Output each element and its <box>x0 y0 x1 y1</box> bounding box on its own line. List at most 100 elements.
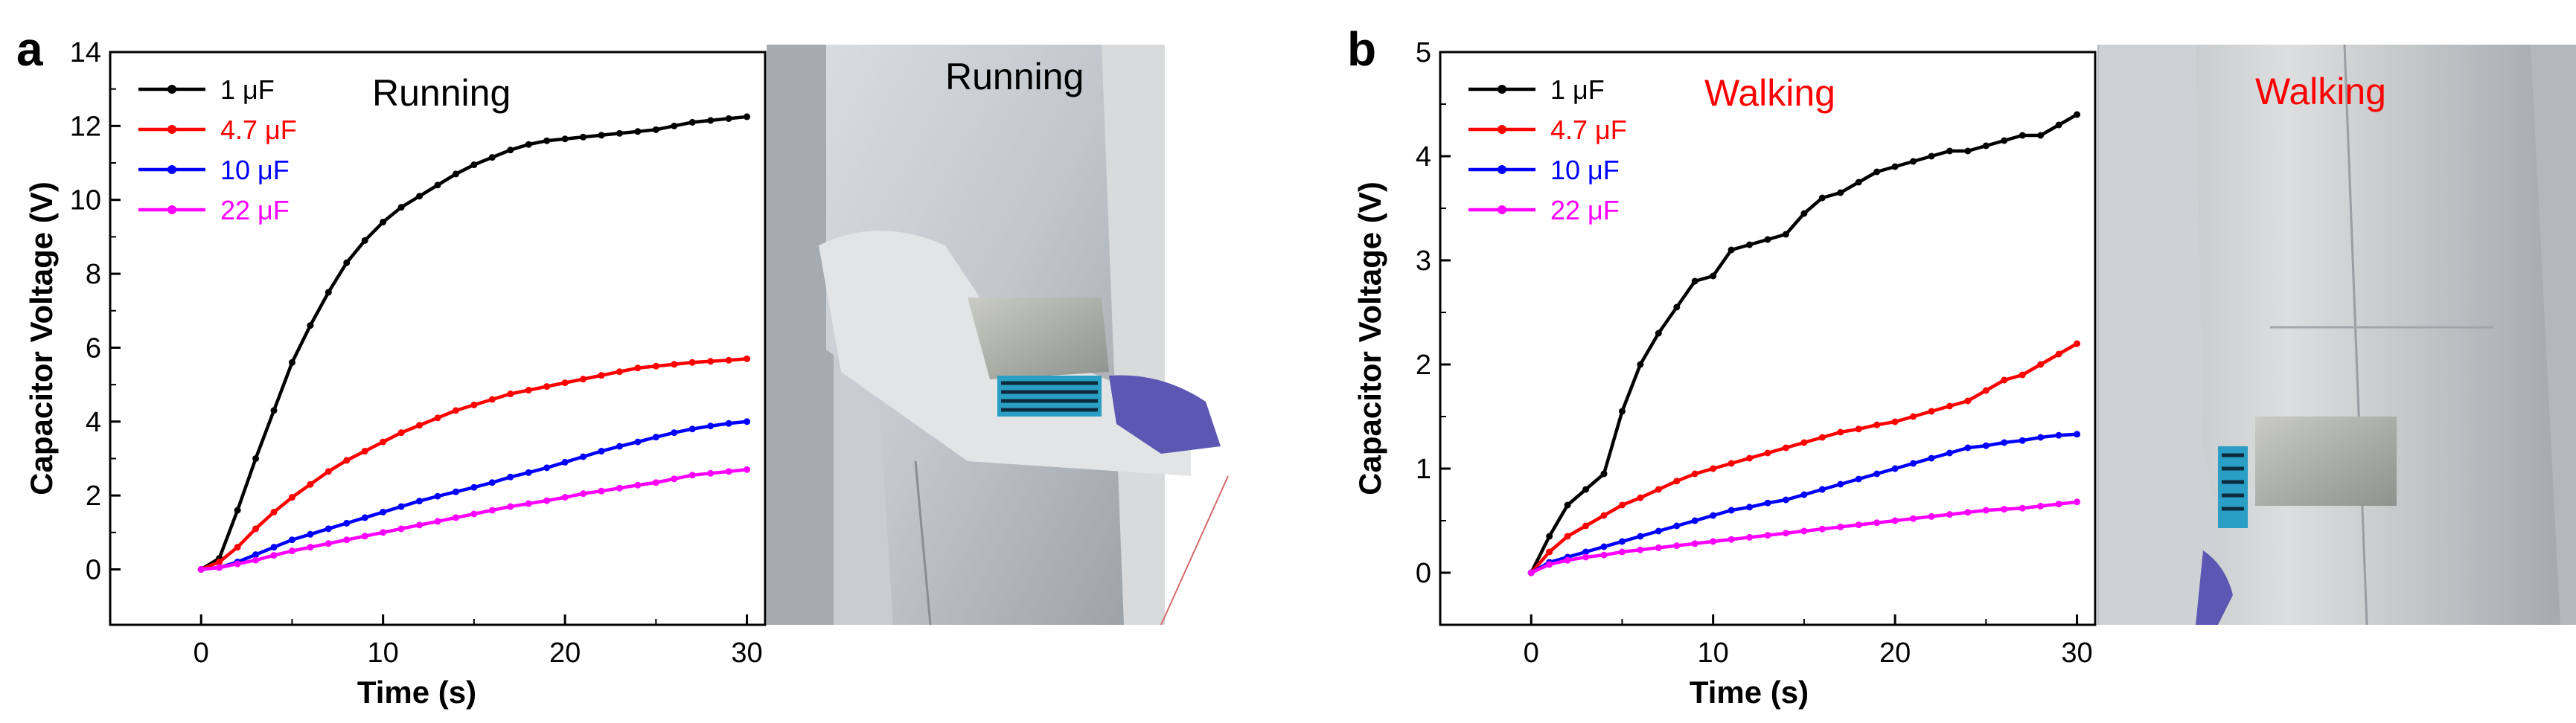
y-axis-title: Capacitor Voltage (V) <box>1352 181 1387 495</box>
data-point <box>343 259 351 266</box>
data-point <box>725 115 732 122</box>
data-point <box>380 219 387 226</box>
data-point <box>1710 512 1717 519</box>
data-point <box>325 540 332 547</box>
data-point <box>671 429 678 437</box>
data-point <box>525 500 532 507</box>
data-point <box>1746 454 1754 462</box>
data-point <box>270 508 278 515</box>
data-point <box>543 464 551 472</box>
data-point <box>1600 551 1608 559</box>
data-point <box>252 525 260 533</box>
legend-marker <box>167 125 176 134</box>
legend-label: 10 μF <box>1550 155 1620 185</box>
data-point <box>361 533 368 540</box>
data-point <box>452 514 459 521</box>
y-tick-label: 2 <box>1416 350 1431 381</box>
y-tick-label: 0 <box>1416 558 1431 589</box>
data-point <box>507 473 514 481</box>
data-point <box>616 484 623 492</box>
series-line <box>200 420 747 571</box>
data-point <box>361 237 368 244</box>
data-point <box>1564 501 1571 509</box>
data-point <box>380 529 387 536</box>
data-point <box>1946 511 1953 518</box>
y-axis-title: Capacitor Voltage (V) <box>24 181 59 495</box>
data-point <box>688 359 696 366</box>
data-point <box>1818 194 1826 202</box>
data-point <box>1964 509 1972 516</box>
data-point <box>525 387 532 394</box>
data-point <box>598 372 605 379</box>
data-point <box>1637 494 1644 501</box>
data-point <box>1800 210 1808 217</box>
data-point <box>434 518 441 525</box>
data-point <box>1982 142 1989 150</box>
legend-label: 4.7 μF <box>1550 115 1627 145</box>
panel-a: a 0 2 4 6 8 10 12 14 0 10 20 30 1 μF 4.7 μF 10 μF 22 … <box>16 22 1229 710</box>
data-point <box>288 359 295 366</box>
data-point <box>671 122 678 129</box>
panel-letter: b <box>1347 22 1376 76</box>
data-point <box>288 536 295 544</box>
y-tick-label: 8 <box>86 259 101 290</box>
data-point <box>288 547 295 555</box>
panel-b: b 0 1 2 3 4 5 0 10 20 30 1 μF 4.7 μF 10 μF 22 μF Wa… <box>1347 22 2576 710</box>
data-point <box>2037 434 2045 441</box>
data-point <box>2001 376 2008 384</box>
series-line <box>1530 342 2078 574</box>
photo-label: Running <box>945 56 1084 97</box>
data-point <box>1855 179 1862 186</box>
data-point <box>1710 538 1717 545</box>
data-point <box>307 322 314 330</box>
data-point <box>2055 121 2062 129</box>
data-point <box>470 483 478 491</box>
x-tick-label: 0 <box>1524 637 1539 669</box>
data-point <box>1673 478 1681 485</box>
data-point <box>416 193 424 200</box>
data-point <box>543 137 551 144</box>
data-point <box>652 434 659 441</box>
data-point <box>634 364 642 372</box>
data-point <box>744 355 751 362</box>
data-point <box>1782 444 1789 452</box>
data-point <box>452 488 459 495</box>
data-point <box>252 556 260 564</box>
data-point <box>1582 548 1590 556</box>
data-point <box>1764 499 1771 507</box>
data-point <box>2019 437 2026 444</box>
x-axis-title: Time (s) <box>1690 675 1809 710</box>
data-point <box>707 358 715 365</box>
y-tick-label: 10 <box>70 185 101 216</box>
data-point <box>1964 147 1972 155</box>
data-point <box>2001 439 2008 446</box>
data-point <box>1710 465 1717 472</box>
data-point <box>216 564 223 571</box>
data-point <box>470 510 478 518</box>
data-point <box>1564 533 1571 540</box>
x-tick-label: 30 <box>731 637 762 669</box>
x-tick-label: 30 <box>2061 637 2092 669</box>
data-point <box>1964 444 1972 452</box>
data-point <box>1728 507 1735 514</box>
data-point <box>325 289 332 296</box>
data-point <box>2037 502 2045 510</box>
x-axis-title: Time (s) <box>357 675 476 710</box>
chart-area: 0 2 4 6 8 10 12 14 0 10 20 30 1 μF 4.7 μF 10 μF 22 μF… <box>24 37 767 710</box>
data-point <box>1837 428 1844 436</box>
data-point <box>1655 527 1662 535</box>
data-point <box>1818 486 1826 493</box>
data-point <box>307 481 314 488</box>
legend: 1 μF 4.7 μF 10 μF 22 μF <box>1468 74 1627 225</box>
data-point <box>561 379 569 387</box>
data-point <box>397 503 405 510</box>
data-point <box>1946 402 1953 410</box>
data-point <box>1800 527 1808 535</box>
data-point <box>1655 330 1662 337</box>
photo-walking: Walking <box>2097 44 2576 626</box>
legend-marker <box>1498 205 1506 214</box>
data-point <box>488 154 496 161</box>
data-point <box>1818 525 1826 533</box>
data-point <box>634 481 642 489</box>
data-point <box>1928 454 1935 462</box>
